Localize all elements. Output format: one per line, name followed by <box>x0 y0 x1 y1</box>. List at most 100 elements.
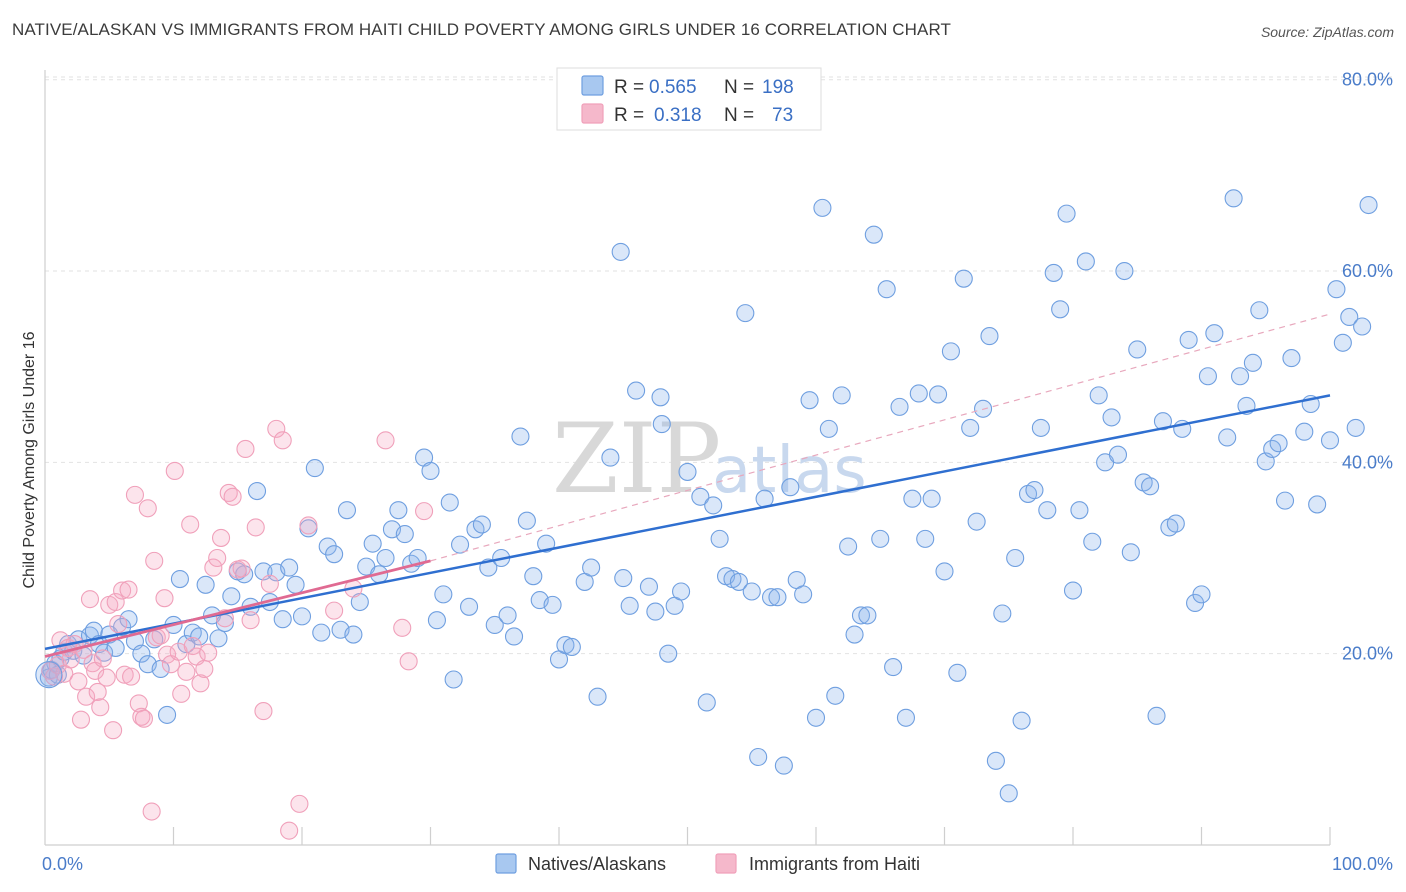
data-point-natives <box>929 385 948 404</box>
data-point-haiti <box>106 592 125 612</box>
data-point-haiti <box>393 618 412 637</box>
data-point-natives <box>1275 491 1295 510</box>
data-point-natives <box>1147 706 1166 725</box>
data-point-natives <box>524 567 543 586</box>
data-point-natives <box>774 756 793 775</box>
data-point-natives <box>1269 434 1288 453</box>
data-point-natives <box>1198 367 1217 386</box>
legend-r-label: R = <box>614 105 644 126</box>
trend-line-natives <box>44 394 1331 651</box>
y-tick-labels: 20.0% 40.0% 60.0% 80.0% <box>1342 70 1393 664</box>
data-point-haiti <box>119 580 138 599</box>
data-point-natives <box>222 587 241 606</box>
data-point-natives <box>941 342 960 361</box>
data-point-natives <box>543 595 562 614</box>
data-point-haiti <box>211 528 231 547</box>
data-point-natives <box>273 610 292 629</box>
data-point-natives <box>247 481 267 501</box>
data-point-natives <box>761 588 781 607</box>
data-point-natives <box>742 582 761 601</box>
data-point-natives <box>877 280 896 299</box>
data-point-natives <box>1295 422 1314 441</box>
data-point-natives <box>884 658 903 677</box>
data-point-natives <box>620 596 639 615</box>
data-point-haiti <box>208 548 227 568</box>
data-point-natives <box>1044 263 1063 282</box>
data-point-natives <box>1308 495 1327 514</box>
legend-swatch-haiti <box>715 853 737 874</box>
data-point-natives <box>768 588 787 607</box>
data-point-haiti <box>158 645 177 664</box>
data-point-haiti <box>415 502 434 521</box>
data-point-natives <box>916 529 935 548</box>
data-point-natives <box>280 558 299 577</box>
data-point-natives <box>440 493 459 512</box>
data-point-haiti <box>88 682 107 701</box>
data-point-natives <box>1128 340 1147 359</box>
data-point-natives <box>286 575 305 594</box>
x-tick-label: 100.0% <box>1332 854 1393 874</box>
x-tick-labels: 0.0% 100.0% <box>42 854 1393 874</box>
data-point-natives <box>864 225 883 244</box>
data-point-natives <box>1076 252 1095 271</box>
chart-title: NATIVE/ALASKAN VS IMMIGRANTS FROM HAITI … <box>12 20 952 39</box>
data-point-haiti <box>181 515 200 534</box>
legend-n-label: N = <box>724 105 754 126</box>
data-point-haiti <box>290 794 309 813</box>
data-point-natives <box>1070 501 1089 520</box>
data-point-natives <box>1353 317 1372 336</box>
data-point-haiti <box>273 431 292 450</box>
data-point-haiti <box>177 662 196 681</box>
data-point-natives <box>909 384 928 403</box>
legend-r-label: R = <box>614 77 644 98</box>
data-point-natives <box>344 625 363 644</box>
y-tick-label: 40.0% <box>1342 452 1393 472</box>
data-point-haiti <box>104 721 123 740</box>
data-point-haiti <box>236 439 255 459</box>
data-point-natives <box>659 644 678 663</box>
data-point-natives <box>1192 585 1211 604</box>
data-point-haiti <box>71 710 91 729</box>
data-point-natives <box>119 610 138 629</box>
data-point-natives <box>1031 418 1050 437</box>
data-point-natives <box>986 751 1005 770</box>
data-point-natives <box>1179 330 1198 349</box>
data-point-haiti <box>77 687 96 706</box>
data-point-natives <box>337 501 357 520</box>
data-point-natives <box>1327 280 1346 299</box>
data-point-natives <box>1340 307 1359 326</box>
data-point-natives <box>1250 301 1269 320</box>
data-point-natives <box>601 448 620 467</box>
data-point-natives <box>472 515 491 534</box>
data-point-natives <box>517 511 536 530</box>
data-point-natives <box>562 637 581 657</box>
data-point-natives <box>1359 195 1378 215</box>
legend-n-value: 198 <box>762 77 794 98</box>
data-point-natives <box>196 575 215 594</box>
data-point-haiti <box>134 709 153 728</box>
data-point-natives <box>851 606 871 625</box>
data-point-haiti <box>80 590 100 609</box>
data-point-haiti <box>113 581 132 600</box>
data-point-natives <box>170 570 189 589</box>
data-point-natives <box>1012 711 1031 730</box>
data-point-haiti <box>199 643 218 662</box>
y-tick-label: 80.0% <box>1342 70 1393 90</box>
data-point-natives <box>1006 548 1025 568</box>
data-point-natives <box>451 535 470 554</box>
data-point-natives <box>704 496 723 515</box>
data-point-natives <box>305 459 324 478</box>
data-point-natives <box>819 419 838 438</box>
data-point-haiti <box>125 485 144 504</box>
data-point-haiti <box>376 431 395 450</box>
data-point-natives <box>325 545 344 564</box>
axes <box>44 70 1331 846</box>
data-point-natives <box>794 585 813 604</box>
data-point-natives <box>1320 431 1340 450</box>
data-point-haiti <box>142 802 161 821</box>
data-point-natives <box>504 627 524 646</box>
data-point-natives <box>421 461 440 481</box>
data-point-natives <box>95 643 114 662</box>
data-point-natives <box>312 623 331 642</box>
